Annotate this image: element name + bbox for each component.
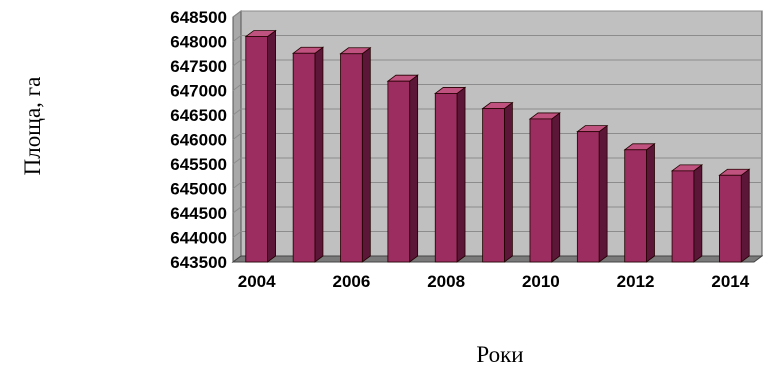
- y-tick-label: 648500: [170, 8, 227, 27]
- y-tick-label: 646500: [170, 106, 227, 125]
- bar: [528, 112, 561, 263]
- bar-side: [693, 164, 703, 263]
- bar: [386, 74, 419, 263]
- bars: [244, 29, 751, 263]
- bar: [434, 86, 467, 263]
- gridline-depth: [232, 84, 242, 91]
- bar-front: [482, 108, 505, 263]
- bar-side: [267, 29, 276, 263]
- y-tick-label: 647000: [170, 82, 227, 101]
- bar-side: [456, 86, 466, 263]
- bar-front: [387, 80, 411, 263]
- y-tick-label: 643500: [170, 253, 227, 272]
- x-tick-label: 2008: [427, 272, 465, 291]
- gridline-depth: [232, 231, 242, 238]
- gridline-depth: [232, 182, 242, 189]
- y-tick-label: 648000: [170, 33, 227, 52]
- bar: [339, 46, 372, 263]
- y-axis-title: Площа, га: [20, 77, 45, 176]
- bar-side: [409, 74, 419, 263]
- gridline-depth: [232, 133, 242, 140]
- x-tick-label: 2014: [711, 272, 749, 291]
- bar-side: [646, 142, 655, 263]
- bar-side: [740, 168, 750, 263]
- gridline-depth: [232, 35, 242, 42]
- x-tick-label: 2012: [617, 272, 655, 291]
- bar-front: [292, 52, 316, 263]
- bar: [718, 168, 751, 263]
- y-tick-label: 644500: [170, 204, 227, 223]
- bar: [481, 101, 514, 263]
- bar: [244, 29, 277, 263]
- gridline-depth: [232, 59, 242, 67]
- x-tick-label: 2010: [522, 272, 560, 291]
- bar-side: [361, 46, 371, 263]
- bar-front: [340, 53, 363, 263]
- x-tick-label: 2006: [332, 272, 370, 291]
- x-tick-label: 2004: [238, 272, 276, 291]
- gridline-depth: [232, 157, 242, 165]
- gridline-depth: [232, 10, 242, 18]
- bar-side: [551, 112, 561, 263]
- bar-side: [503, 101, 513, 263]
- bar: [623, 142, 656, 263]
- bar-front: [245, 36, 268, 263]
- bar-front: [719, 174, 742, 263]
- y-tick-label: 644000: [170, 229, 227, 248]
- gridline-depth: [232, 108, 242, 116]
- bar-front: [671, 170, 695, 263]
- x-axis-ticks: 2004 2006 2008 2010 2012 2014: [238, 272, 750, 291]
- bar: [576, 124, 609, 263]
- gridline-depth: [232, 206, 242, 214]
- bar: [670, 164, 704, 263]
- bar-front: [576, 131, 600, 263]
- bar: [291, 46, 325, 263]
- y-axis-ticks: 648500 648000 647500 647000 646500 646000 6455…: [170, 8, 227, 272]
- bar-side: [598, 124, 608, 263]
- x-axis-title: Роки: [476, 342, 523, 367]
- bar-front: [434, 93, 458, 263]
- bar-front: [624, 149, 647, 263]
- y-tick-label: 645000: [170, 180, 227, 199]
- y-tick-label: 647500: [170, 57, 227, 76]
- bar-front: [529, 118, 553, 263]
- y-tick-label: 645500: [170, 155, 227, 174]
- y-tick-label: 646000: [170, 131, 227, 150]
- bar-side: [314, 46, 324, 263]
